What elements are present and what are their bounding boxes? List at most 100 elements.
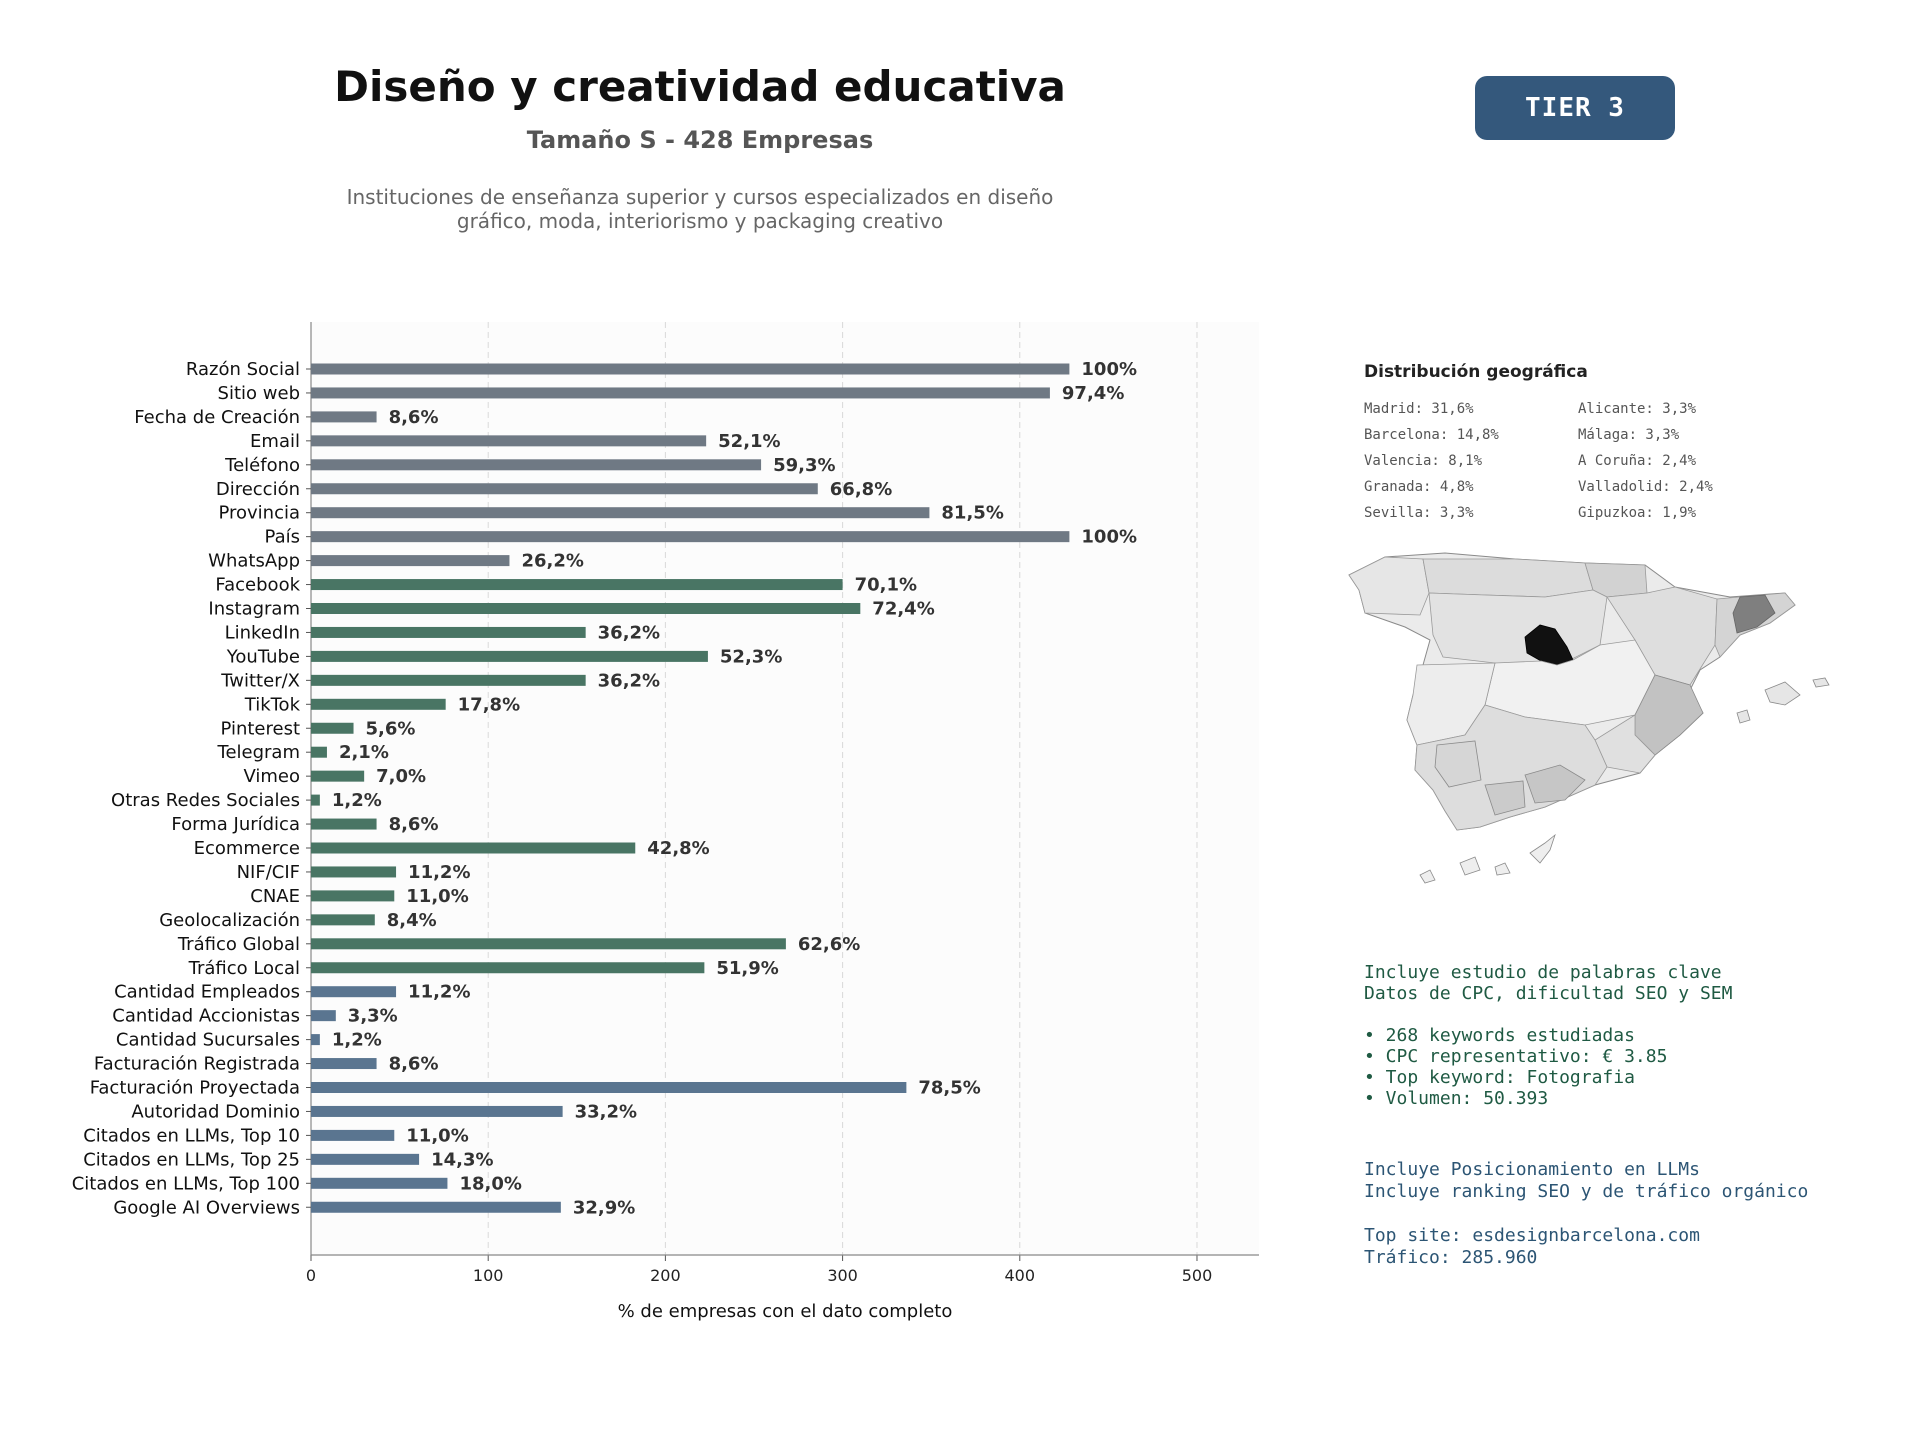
data-label: 72,4%	[872, 599, 934, 620]
geo-list: Madrid: 31,6% Alicante: 3,3% Barcelona: 14…	[1364, 400, 1784, 522]
bar	[311, 722, 354, 734]
bar	[311, 626, 586, 638]
data-label: 1,2%	[332, 1030, 382, 1051]
bar	[311, 1034, 320, 1046]
bar	[311, 1058, 377, 1070]
x-tick-label: 300	[827, 1266, 858, 1285]
data-label: 100%	[1081, 359, 1137, 380]
spain-map	[1348, 552, 1830, 884]
category-label: Forma Jurídica	[171, 814, 300, 835]
x-tick-label: 400	[1005, 1266, 1036, 1285]
category-label: Citados en LLMs, Top 100	[72, 1173, 300, 1194]
category-label: Geolocalización	[159, 910, 300, 931]
data-label: 14,3%	[431, 1149, 493, 1170]
category-label: Facturación Registrada	[94, 1054, 300, 1075]
geo-item: Madrid: 31,6%	[1364, 401, 1474, 417]
bar-chart: 0 100 200 300 400 500 Razón Social 100% Sitio we…	[72, 322, 1259, 1322]
bar	[311, 866, 397, 878]
bar	[311, 1153, 420, 1165]
category-label: Dirección	[216, 479, 300, 500]
category-label: Fecha de Creación	[134, 407, 300, 428]
bar	[311, 650, 708, 662]
geo-item: Barcelona: 14,8%	[1364, 427, 1499, 443]
description-line-2: gráfico, moda, interiorismo y packaging …	[456, 209, 944, 233]
map-north-coast	[1422, 558, 1594, 598]
data-label: 11,0%	[406, 1125, 468, 1146]
data-label: 97,4%	[1062, 383, 1124, 404]
bar	[311, 914, 375, 926]
bar	[311, 387, 1050, 399]
x-tick-label: 0	[306, 1266, 316, 1285]
category-label: Citados en LLMs, Top 10	[83, 1125, 300, 1146]
data-label: 26,2%	[521, 551, 583, 572]
geo-item: Valladolid: 2,4%	[1578, 479, 1713, 495]
map-castilla-leon	[1428, 589, 1608, 666]
bar	[311, 962, 705, 974]
data-label: 1,2%	[332, 790, 382, 811]
geo-item: A Coruña: 2,4%	[1578, 453, 1697, 469]
data-label: 32,9%	[573, 1197, 635, 1218]
bar	[311, 507, 930, 519]
category-label: CNAE	[250, 886, 300, 907]
map-canary-west	[1419, 869, 1436, 884]
bar	[311, 579, 843, 591]
data-label: 3,3%	[348, 1006, 398, 1027]
category-label: Autoridad Dominio	[131, 1101, 300, 1122]
data-label: 8,6%	[389, 1054, 439, 1075]
llm-line-1: Incluye Posicionamiento en LLMs	[1364, 1159, 1700, 1180]
category-label: Pinterest	[220, 718, 300, 739]
data-label: 7,0%	[376, 766, 426, 787]
bar	[311, 674, 586, 686]
data-label: 17,8%	[458, 694, 520, 715]
category-label: Citados en LLMs, Top 25	[83, 1149, 300, 1170]
map-malaga	[1484, 780, 1526, 816]
category-label: Tráfico Global	[177, 934, 300, 955]
bar	[311, 746, 327, 758]
data-label: 62,6%	[798, 934, 860, 955]
x-axis-title: % de empresas con el dato completo	[618, 1301, 953, 1322]
category-label: Cantidad Empleados	[114, 982, 300, 1003]
keywords-bullet-2: • CPC representativo: € 3.85	[1364, 1046, 1668, 1067]
data-label: 11,2%	[408, 862, 470, 883]
bar	[311, 938, 786, 950]
bar	[311, 435, 707, 447]
geo-item: Granada: 4,8%	[1364, 479, 1474, 495]
category-label: Ecommerce	[194, 838, 300, 859]
bar	[311, 459, 762, 471]
data-label: 52,3%	[720, 646, 782, 667]
category-label: Razón Social	[186, 359, 300, 380]
category-label: YouTube	[226, 646, 300, 667]
data-label: 36,2%	[598, 670, 660, 691]
data-label: 11,0%	[406, 886, 468, 907]
bar	[311, 1177, 448, 1189]
category-label: País	[265, 527, 300, 548]
keywords-bullet-3: • Top keyword: Fotografia	[1364, 1067, 1635, 1088]
data-label: 59,3%	[773, 455, 835, 476]
category-label: Twitter/X	[220, 670, 300, 691]
bar	[311, 1201, 561, 1213]
data-label: 8,4%	[387, 910, 437, 931]
keywords-bullet-4: • Volumen: 50.393	[1364, 1088, 1549, 1109]
data-label: 36,2%	[598, 622, 660, 643]
map-balearic-mallorca	[1764, 681, 1801, 706]
data-label: 2,1%	[339, 742, 389, 763]
map-barcelona	[1732, 594, 1776, 634]
tier-badge: TIER 3	[1475, 76, 1675, 140]
keywords-line-2: Datos de CPC, dificultad SEO y SEM	[1364, 983, 1733, 1004]
geo-item: Sevilla: 3,3%	[1364, 505, 1474, 521]
data-label: 8,6%	[389, 407, 439, 428]
category-label: Vimeo	[243, 766, 300, 787]
data-label: 78,5%	[918, 1078, 980, 1099]
x-tick-label: 200	[650, 1266, 681, 1285]
bar	[311, 698, 446, 710]
data-label: 66,8%	[830, 479, 892, 500]
bar	[311, 411, 377, 423]
description-line-1: Instituciones de enseñanza superior y cu…	[346, 185, 1054, 209]
x-tick-label: 500	[1182, 1266, 1213, 1285]
geo-title: Distribución geográfica	[1364, 362, 1588, 382]
category-label: Teléfono	[224, 455, 300, 476]
bar	[311, 1129, 395, 1141]
map-galicia	[1348, 556, 1430, 616]
bar	[311, 842, 636, 854]
bar	[311, 363, 1070, 375]
